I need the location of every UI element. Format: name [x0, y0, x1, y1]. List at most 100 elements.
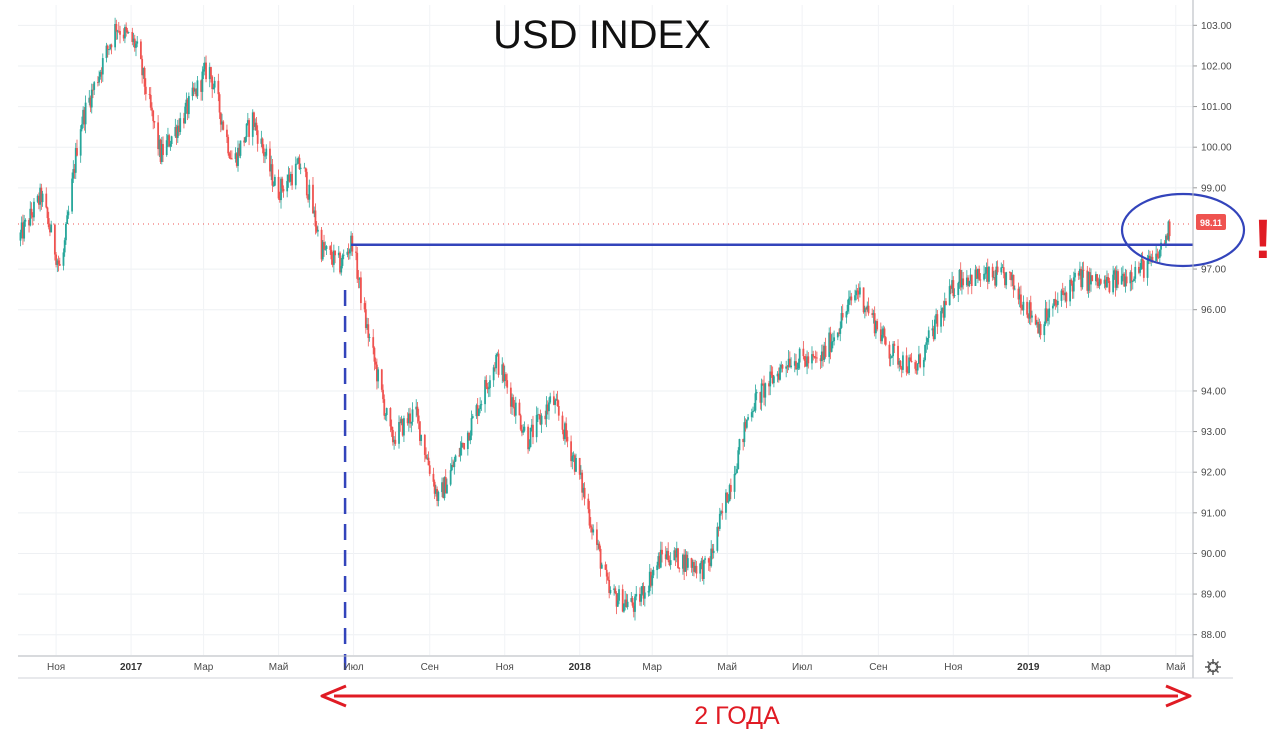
- candle-body-157: [288, 174, 291, 182]
- candle-body-362: [641, 586, 644, 594]
- candle-body-537: [942, 308, 945, 318]
- candle-body-22: [56, 260, 59, 265]
- candle-body-265: [475, 405, 478, 417]
- candle-body-444: [781, 364, 784, 369]
- candle-body-441: [777, 373, 780, 380]
- candle-body-581: [1018, 294, 1021, 300]
- candle-body-391: [691, 562, 694, 568]
- candle-body-73: [143, 67, 146, 87]
- candle-body-636: [1113, 270, 1116, 275]
- candle-body-412: [727, 501, 730, 503]
- candle-body-100: [191, 87, 194, 97]
- candle-body-607: [1063, 292, 1065, 296]
- candle-body-619: [1082, 269, 1085, 271]
- candle-body-483: [849, 296, 851, 299]
- candle-body-88: [169, 143, 172, 147]
- candle-body-65: [131, 31, 134, 42]
- candle-body-579: [1013, 288, 1016, 290]
- x-tick-label-13: 2019: [1017, 662, 1040, 673]
- candle-body-116: [218, 94, 221, 113]
- annotations: [320, 192, 1246, 708]
- candle-body-445: [785, 366, 788, 369]
- candle-body-479: [841, 313, 844, 318]
- x-tick-label-9: Май: [717, 662, 737, 673]
- candle-body-327: [581, 472, 584, 493]
- settings-gear-icon[interactable]: [1205, 659, 1221, 675]
- candle-body-613: [1072, 277, 1075, 292]
- candle-body-295: [527, 426, 529, 450]
- candle-body-110: [208, 67, 211, 80]
- candle-body-663: [1158, 249, 1161, 258]
- candle-body-35: [79, 129, 82, 156]
- candle-body-306: [545, 404, 548, 420]
- candle-body-218: [393, 439, 395, 443]
- last-price-label: 98.11: [1200, 218, 1222, 228]
- candle-body-349: [618, 589, 620, 601]
- candle-body-2: [22, 222, 24, 239]
- candle-body-213: [384, 415, 387, 416]
- candle-body-281: [502, 364, 505, 382]
- candle-body-350: [621, 589, 624, 612]
- candle-body-170: [312, 184, 314, 214]
- candle-body-422: [744, 422, 747, 428]
- candle-body-509: [893, 343, 896, 346]
- candle-body-464: [816, 357, 818, 359]
- candle-body-592: [1037, 321, 1040, 334]
- candle-body-164: [299, 167, 302, 170]
- candle-body-287: [512, 397, 515, 407]
- candle-body-590: [1034, 315, 1037, 325]
- candle-body-434: [764, 383, 767, 398]
- candle-body-275: [492, 367, 495, 381]
- candle-body-456: [803, 356, 806, 361]
- candle-body-85: [165, 140, 168, 156]
- candle-body-214: [385, 408, 388, 416]
- candle-body-657: [1149, 255, 1151, 260]
- candle-body-469: [824, 345, 827, 357]
- candle-body-400: [707, 558, 710, 563]
- candle-body-482: [847, 298, 850, 305]
- candle-body-457: [804, 360, 807, 367]
- candle-body-582: [1020, 294, 1022, 308]
- candle-body-528: [926, 337, 929, 343]
- candle-body-81: [158, 139, 161, 150]
- candle-body-172: [314, 210, 317, 227]
- candle-body-408: [720, 511, 722, 514]
- candle-body-33: [74, 148, 77, 173]
- candle-body-510: [897, 345, 899, 365]
- candle-body-271: [485, 380, 488, 387]
- candle-body-377: [667, 550, 670, 561]
- candle-body-383: [677, 548, 679, 569]
- span-label: 2 ГОДА: [694, 702, 780, 730]
- candle-body-279: [497, 353, 500, 375]
- candle-body-659: [1151, 256, 1154, 261]
- candle-body-594: [1039, 323, 1042, 336]
- candle-body-175: [320, 229, 323, 260]
- candle-body-145: [269, 148, 271, 172]
- candle-body-623: [1090, 275, 1092, 285]
- candle-body-240: [432, 473, 435, 482]
- y-tick-label-12: 102.00: [1201, 61, 1232, 72]
- candle-body-68: [135, 43, 137, 48]
- candle-body-282: [503, 374, 506, 382]
- candle-body-439: [772, 376, 775, 384]
- candle-body-503: [883, 328, 886, 338]
- candles: [19, 17, 1171, 621]
- candle-body-476: [838, 332, 840, 334]
- candle-body-514: [902, 355, 904, 370]
- y-tick-label-4: 92.00: [1201, 468, 1226, 479]
- candle-body-112: [211, 76, 214, 90]
- candle-body-564: [988, 266, 990, 282]
- candle-body-113: [212, 87, 215, 90]
- candle-body-399: [704, 558, 706, 560]
- candle-body-499: [876, 321, 879, 330]
- x-tick-label-12: Ноя: [944, 662, 962, 673]
- candle-body-505: [888, 344, 891, 359]
- candle-body-458: [806, 356, 808, 367]
- candle-body-188: [341, 255, 344, 266]
- candle-body-155: [286, 181, 289, 192]
- candle-body-632: [1106, 277, 1108, 288]
- candle-body-577: [1011, 274, 1014, 281]
- candle-body-586: [1027, 314, 1030, 319]
- candle-body-272: [486, 386, 489, 390]
